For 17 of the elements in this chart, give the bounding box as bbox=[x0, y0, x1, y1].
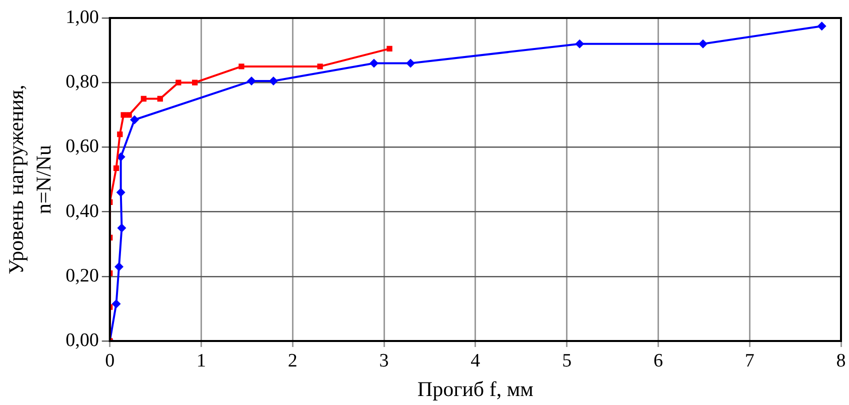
y-tick-label: 1,00 bbox=[66, 6, 99, 28]
x-tick-label: 0 bbox=[105, 350, 115, 372]
x-tick-label: 2 bbox=[288, 350, 298, 372]
x-tick-label: 4 bbox=[470, 350, 481, 372]
y-tick-label: 0,80 bbox=[66, 72, 99, 93]
x-tick-label: 8 bbox=[836, 350, 846, 372]
x-tick-label: 5 bbox=[562, 350, 572, 372]
y-tick-label: 0,00 bbox=[66, 330, 99, 351]
x-axis-title: Прогиб f, мм bbox=[417, 376, 534, 401]
x-tick-label: 3 bbox=[379, 350, 389, 372]
y-tick-label: 0,20 bbox=[66, 265, 99, 286]
x-tick-label: 7 bbox=[744, 350, 754, 372]
y-tick-label: 0,60 bbox=[66, 136, 99, 158]
x-tick-label: 6 bbox=[653, 350, 663, 372]
y-tick-label: 0,40 bbox=[66, 200, 99, 222]
x-tick-label: 1 bbox=[196, 350, 206, 372]
y-axis-title: Уровень нагружения, n=N/Nu bbox=[4, 84, 56, 274]
